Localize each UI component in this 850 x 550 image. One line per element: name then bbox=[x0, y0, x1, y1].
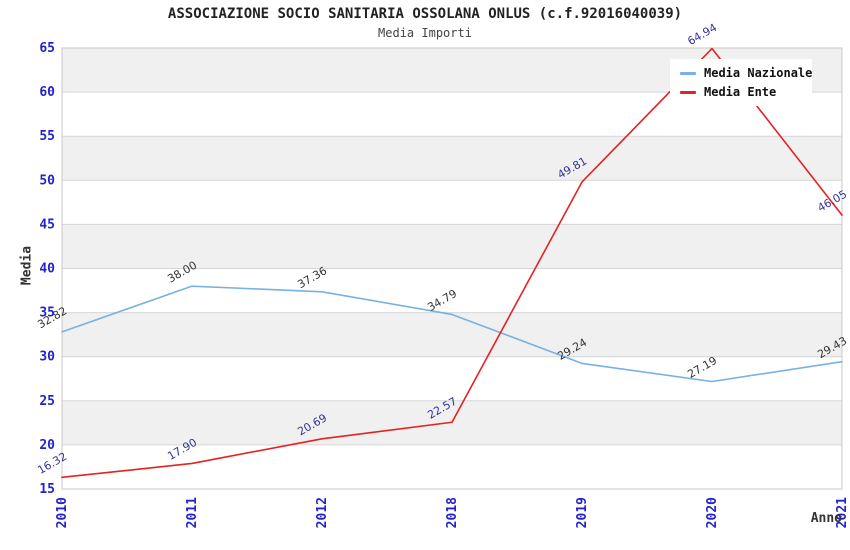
series-line-media-nazionale bbox=[61, 285, 843, 383]
y-tick-label: 25 bbox=[39, 394, 55, 409]
legend-item-media-ente: Media Ente bbox=[680, 85, 802, 99]
media-nazionale-line-swatch bbox=[680, 71, 696, 75]
plot-band bbox=[62, 312, 842, 357]
x-tick-label: 2011 bbox=[185, 497, 200, 528]
plot-band bbox=[62, 180, 842, 225]
y-axis-title: Media bbox=[19, 245, 35, 286]
plot-band bbox=[62, 444, 842, 489]
x-tick-label: 2010 bbox=[55, 497, 70, 528]
x-tick-label: 2019 bbox=[575, 497, 590, 528]
legend-item-media-nazionale: Media Nazionale bbox=[680, 66, 812, 80]
plot-band bbox=[62, 136, 842, 181]
legend-label-media-nazionale: Media Nazionale bbox=[704, 66, 813, 80]
x-tick-label: 2018 bbox=[445, 497, 460, 528]
legend: Media Nazionale Media Ente bbox=[670, 59, 812, 106]
x-tick-label: 2021 bbox=[835, 497, 850, 528]
legend-label-media-ente: Media Ente bbox=[704, 85, 777, 99]
y-tick-label: 55 bbox=[39, 129, 55, 144]
y-tick-label: 50 bbox=[39, 173, 55, 188]
plot-band bbox=[62, 224, 842, 269]
plot-band bbox=[62, 268, 842, 313]
y-tick-label: 35 bbox=[39, 306, 55, 321]
y-tick-label: 20 bbox=[39, 438, 55, 453]
x-tick-label: 2020 bbox=[705, 497, 720, 528]
chart-title: ASSOCIAZIONE SOCIO SANITARIA OSSOLANA ON… bbox=[167, 6, 683, 22]
chart-subtitle: Media Importi bbox=[378, 26, 472, 40]
y-tick-label: 40 bbox=[39, 262, 55, 277]
series-line-media-ente bbox=[61, 47, 843, 479]
plot-band bbox=[62, 356, 842, 401]
y-tick-label: 65 bbox=[39, 41, 55, 56]
x-tick-label: 2012 bbox=[315, 497, 330, 528]
media-ente-line-swatch bbox=[680, 90, 696, 94]
x-axis-title: Anno bbox=[810, 511, 842, 526]
y-tick-label: 60 bbox=[39, 85, 55, 100]
y-tick-label: 45 bbox=[39, 217, 55, 232]
plot-border bbox=[61, 47, 843, 490]
y-tick-label: 15 bbox=[39, 482, 55, 497]
y-tick-label: 30 bbox=[39, 350, 55, 365]
